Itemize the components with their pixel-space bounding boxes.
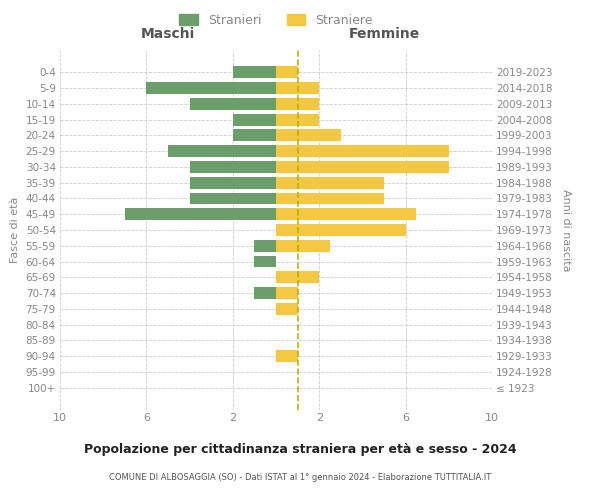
Text: Femmine: Femmine: [349, 27, 419, 41]
Y-axis label: Fasce di età: Fasce di età: [10, 197, 20, 263]
Bar: [276, 287, 298, 299]
Text: COMUNE DI ALBOSAGGIA (SO) - Dati ISTAT al 1° gennaio 2024 - Elaborazione TUTTITA: COMUNE DI ALBOSAGGIA (SO) - Dati ISTAT a…: [109, 472, 491, 482]
Bar: [276, 208, 416, 220]
Bar: [190, 161, 276, 173]
Bar: [125, 208, 276, 220]
Text: Popolazione per cittadinanza straniera per età e sesso - 2024: Popolazione per cittadinanza straniera p…: [83, 442, 517, 456]
Bar: [276, 240, 330, 252]
Bar: [276, 161, 449, 173]
Bar: [254, 240, 276, 252]
Bar: [276, 66, 298, 78]
Bar: [276, 272, 319, 283]
Bar: [276, 192, 384, 204]
Bar: [233, 130, 276, 141]
Bar: [276, 145, 449, 157]
Bar: [233, 66, 276, 78]
Text: Maschi: Maschi: [141, 27, 195, 41]
Y-axis label: Anni di nascita: Anni di nascita: [561, 188, 571, 271]
Bar: [276, 130, 341, 141]
Bar: [254, 287, 276, 299]
Legend: Stranieri, Straniere: Stranieri, Straniere: [174, 8, 378, 32]
Bar: [190, 177, 276, 188]
Bar: [276, 224, 406, 236]
Bar: [146, 82, 276, 94]
Bar: [276, 303, 298, 315]
Bar: [276, 82, 319, 94]
Bar: [276, 177, 384, 188]
Bar: [233, 114, 276, 126]
Bar: [190, 98, 276, 110]
Bar: [254, 256, 276, 268]
Bar: [276, 114, 319, 126]
Bar: [276, 350, 298, 362]
Bar: [190, 192, 276, 204]
Bar: [276, 98, 319, 110]
Bar: [168, 145, 276, 157]
